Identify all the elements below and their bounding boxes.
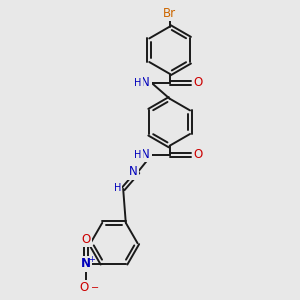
Text: O: O <box>81 233 91 246</box>
Text: Br: Br <box>163 7 176 20</box>
Text: H: H <box>114 183 121 193</box>
Text: H: H <box>134 150 142 160</box>
Text: H: H <box>134 78 142 88</box>
Text: −: − <box>91 283 99 293</box>
Text: O: O <box>80 281 89 294</box>
Text: N: N <box>141 148 150 161</box>
Text: N: N <box>141 76 150 89</box>
Text: O: O <box>194 76 203 89</box>
Text: +: + <box>88 255 95 264</box>
Text: N: N <box>81 257 91 270</box>
Text: O: O <box>194 148 203 161</box>
Text: N: N <box>129 165 137 178</box>
